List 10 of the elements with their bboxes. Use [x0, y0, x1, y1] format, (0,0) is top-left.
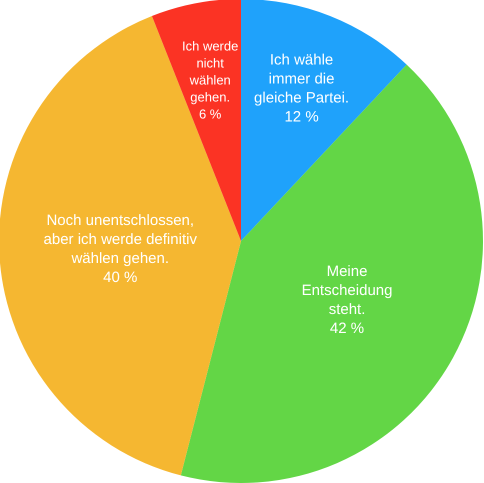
data-label: 6 %: [198, 106, 222, 121]
slice-label: Ich werde nicht wählen gehen.: [182, 38, 238, 104]
pie-slice: [241, 0, 407, 241]
data-label: 12 %: [284, 108, 319, 125]
slice-label: Meine Entscheidung steht.: [302, 262, 392, 318]
data-label: 40 %: [103, 268, 138, 286]
slice-label: Ich wähle immer die gleiche Partei.: [254, 50, 350, 106]
pie-slice: [0, 16, 241, 476]
data-label: 42 %: [330, 319, 364, 336]
slice-label: Noch unentschlossen, aber ich werde definitiv wählen gehen.: [44, 212, 198, 267]
